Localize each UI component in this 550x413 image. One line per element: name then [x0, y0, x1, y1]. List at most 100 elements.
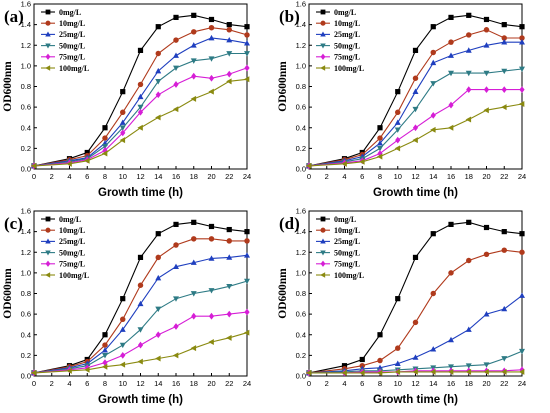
data-point [519, 39, 525, 45]
data-point [412, 88, 419, 94]
data-point [30, 369, 37, 376]
legend-entry: 50mg/L [334, 41, 360, 50]
x-axis-title: Growth time (h) [98, 187, 183, 199]
data-point [226, 310, 232, 318]
x-tick-label: 14 [429, 379, 437, 388]
data-point [191, 12, 197, 18]
data-point [66, 160, 72, 167]
x-tick-label: 12 [136, 379, 144, 388]
data-point [244, 51, 250, 57]
x-tick-label: 12 [411, 172, 419, 181]
data-point [519, 24, 525, 30]
series-line [308, 295, 523, 374]
y-axis-title: OD600nm [2, 61, 14, 112]
series-10mgl [306, 27, 525, 169]
series-line [308, 103, 523, 167]
series-25mgl [31, 34, 250, 169]
data-point [119, 125, 126, 131]
y-tick-label: 0.4 [21, 330, 31, 339]
data-point [208, 338, 214, 345]
legend-marker [45, 65, 51, 71]
data-point [430, 111, 436, 119]
data-point [395, 345, 401, 351]
data-point [359, 369, 365, 376]
legend-marker [320, 43, 326, 49]
data-point [501, 39, 508, 45]
x-tick-label: 20 [482, 379, 490, 388]
data-point [483, 86, 490, 93]
chart-panel: (a)0 2 4 6 8 10 12 14 16 18 20 22 240.00.20.40.60.81… [2, 0, 251, 199]
data-point [155, 331, 161, 339]
data-point [137, 47, 144, 54]
x-tick-label: 4 [67, 172, 71, 181]
data-point [137, 104, 144, 111]
data-point [137, 124, 143, 131]
legend-marker [320, 65, 326, 71]
data-point [448, 336, 454, 343]
data-point [483, 107, 489, 114]
x-tick-label: 12 [411, 379, 419, 388]
series-line [33, 52, 247, 167]
legend-marker [45, 31, 51, 37]
x-tick-label: 10 [119, 379, 127, 388]
legend-entry: 0mg/L [334, 8, 356, 17]
x-tick-label: 24 [518, 379, 526, 388]
y-tick-label: 0.6 [296, 310, 306, 319]
data-point [155, 79, 162, 85]
data-point [137, 300, 144, 307]
data-point [226, 70, 232, 78]
data-point [359, 356, 365, 363]
x-tick-label: 2 [50, 379, 54, 388]
data-point [226, 226, 232, 233]
data-point [102, 353, 108, 359]
x-tick-label: 8 [103, 379, 107, 388]
data-point [226, 238, 232, 244]
y-tick-label: 0.0 [296, 165, 306, 174]
data-point [465, 363, 472, 369]
data-point [466, 32, 472, 38]
data-point [226, 254, 233, 260]
x-tick-label: 22 [500, 172, 508, 181]
panel-label: (c) [4, 214, 23, 233]
data-point [190, 95, 197, 102]
legend-entry: 10mg/L [59, 19, 85, 28]
data-point [448, 14, 454, 21]
data-point [190, 42, 197, 48]
data-point [208, 74, 215, 82]
data-point [66, 367, 72, 374]
series-line [33, 37, 248, 167]
data-point [102, 342, 108, 348]
legend-entry: 75mg/L [334, 53, 360, 62]
y-tick-label: 1.2 [296, 248, 306, 257]
data-point [191, 29, 197, 35]
chart-panel: (d)0 2 4 6 8 10 12 14 16 18 20 22 240.00.20.40.60.81… [277, 207, 526, 406]
data-point [483, 42, 490, 48]
data-point [120, 109, 126, 116]
data-point [173, 14, 179, 21]
data-point [173, 37, 179, 43]
x-tick-label: 4 [342, 379, 346, 388]
data-point [394, 368, 401, 375]
data-point [173, 296, 179, 302]
y-tick-label: 0.6 [21, 103, 31, 112]
data-point [412, 319, 419, 326]
data-point [120, 129, 126, 137]
x-tick-label: 14 [154, 379, 162, 388]
data-point [244, 32, 250, 38]
series-100mgl [30, 76, 250, 169]
y-tick-label: 0.4 [296, 330, 306, 339]
data-point [173, 263, 179, 270]
y-tick-label: 1.6 [21, 0, 31, 9]
panel-label: (b) [279, 7, 300, 26]
series-line [308, 221, 523, 374]
x-tick-label: 0 [307, 172, 311, 181]
data-point [501, 86, 507, 93]
series-line [308, 29, 522, 167]
series-line [33, 311, 248, 374]
data-point [430, 290, 436, 297]
data-point [394, 119, 401, 125]
x-tick-label: 22 [225, 172, 233, 181]
legend-entry: 25mg/L [334, 30, 360, 39]
x-tick-label: 4 [342, 172, 346, 181]
data-point [341, 369, 347, 376]
